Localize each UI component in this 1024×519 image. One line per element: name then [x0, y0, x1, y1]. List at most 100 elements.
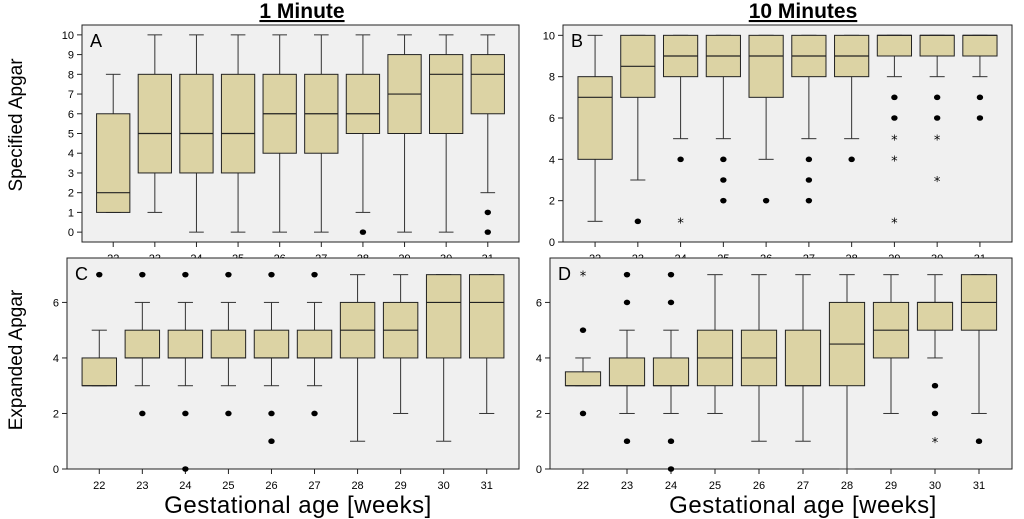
- outlier-point: [677, 156, 684, 163]
- y-tick-label: 0: [536, 464, 542, 476]
- box-22: [577, 34, 613, 222]
- outlier-point: [976, 115, 984, 121]
- y-tick-label: 5: [68, 129, 74, 141]
- column-title-10-minutes: 10 Minutes: [749, 0, 858, 23]
- box-iqr: [876, 34, 913, 57]
- outlier-point: [762, 197, 770, 204]
- y-tick-label: 8: [549, 72, 555, 84]
- box-iqr: [345, 73, 381, 135]
- box-iqr: [137, 73, 172, 174]
- x-tick-label: 22: [93, 480, 105, 492]
- extreme-point: *: [580, 270, 587, 285]
- x-tick-label: 23: [621, 480, 633, 492]
- extreme-point: *: [934, 134, 941, 149]
- box-29: [387, 34, 422, 233]
- outlier-point: [933, 94, 941, 101]
- box-31: [960, 274, 998, 445]
- box-29: [876, 34, 913, 121]
- y-tick-label: 2: [549, 196, 555, 208]
- box-25: [220, 34, 256, 233]
- x-tick-label: 28: [351, 480, 363, 492]
- outlier-point: [623, 438, 631, 445]
- box-24: [662, 34, 699, 163]
- outlier-point: [933, 115, 941, 121]
- y-tick-label: 1: [68, 207, 74, 219]
- box-iqr: [167, 329, 204, 359]
- y-tick-label: 4: [68, 148, 74, 160]
- outlier-point: [311, 410, 318, 417]
- box-23: [608, 271, 646, 445]
- outlier-point: [268, 271, 275, 278]
- outlier-point: [667, 299, 675, 306]
- row-label-expanded-apgar: Expanded Apgar: [6, 289, 27, 430]
- box-31: [470, 34, 505, 235]
- x-tick-label: 30: [438, 480, 450, 492]
- x-tick-label: 30: [929, 480, 941, 492]
- outlier-point: [268, 410, 275, 417]
- x-tick-label: 31: [973, 480, 985, 492]
- y-tick-label: 0: [549, 237, 555, 249]
- panel-letter: D: [558, 264, 571, 284]
- y-tick-label: 4: [549, 154, 555, 166]
- box-iqr: [468, 274, 505, 359]
- box-30: [919, 34, 955, 121]
- outlier-point: [484, 229, 491, 235]
- box-25: [705, 34, 741, 204]
- outlier-point: [805, 197, 813, 204]
- box-iqr: [210, 329, 247, 359]
- column-title-1-minute: 1 Minute: [259, 0, 344, 23]
- box-iqr: [179, 73, 214, 174]
- outlier-point: [225, 271, 232, 278]
- box-iqr: [962, 34, 998, 57]
- y-tick-label: 2: [68, 188, 74, 200]
- box-28: [828, 274, 866, 470]
- box-iqr: [608, 357, 646, 387]
- y-tick-label: 0: [68, 227, 74, 239]
- box-29: [382, 274, 419, 414]
- outlier-point: [579, 410, 587, 417]
- outlier-point: [139, 410, 146, 417]
- box-iqr: [564, 371, 602, 387]
- y-tick-label: 2: [536, 408, 542, 420]
- outlier-point: [634, 218, 642, 225]
- y-tick-label: 9: [68, 50, 74, 62]
- y-tick-label: 3: [68, 168, 74, 180]
- box-27: [784, 274, 822, 442]
- y-tick-label: 7: [68, 89, 74, 101]
- box-23: [124, 271, 161, 417]
- box-26: [262, 34, 297, 233]
- x-axis-label-left: Gestational age [weeks]: [164, 492, 432, 519]
- x-tick-label: 24: [665, 480, 677, 492]
- box-27: [791, 34, 827, 204]
- outlier-point: [805, 177, 813, 183]
- box-31: [962, 34, 998, 121]
- outlier-point: [975, 438, 983, 445]
- box-22: [564, 327, 602, 417]
- box-iqr: [96, 113, 131, 213]
- box-25: [696, 274, 734, 414]
- box-iqr: [429, 54, 464, 134]
- x-tick-label: 28: [841, 480, 853, 492]
- y-tick-label: 4: [536, 353, 542, 365]
- x-tick-label: 25: [709, 480, 721, 492]
- x-axis-label-right: Gestational age [weeks]: [669, 492, 937, 519]
- panel-letter: C: [75, 264, 88, 284]
- outlier-point: [720, 177, 727, 183]
- extreme-point: *: [891, 154, 898, 169]
- x-tick-label: 31: [481, 480, 493, 492]
- y-tick-label: 4: [53, 353, 59, 365]
- box-26: [748, 34, 784, 204]
- y-tick-label: 6: [549, 113, 555, 125]
- outlier-point: [848, 156, 855, 163]
- box-24: [652, 271, 690, 472]
- outlier-point: [720, 156, 727, 163]
- outlier-point: [931, 410, 939, 417]
- y-tick-label: 0: [53, 464, 59, 476]
- box-iqr: [124, 329, 161, 359]
- box-31: [468, 274, 505, 414]
- outlier-point: [805, 156, 813, 163]
- outlier-point: [623, 299, 631, 306]
- box-28: [339, 274, 376, 442]
- outlier-point: [484, 209, 491, 216]
